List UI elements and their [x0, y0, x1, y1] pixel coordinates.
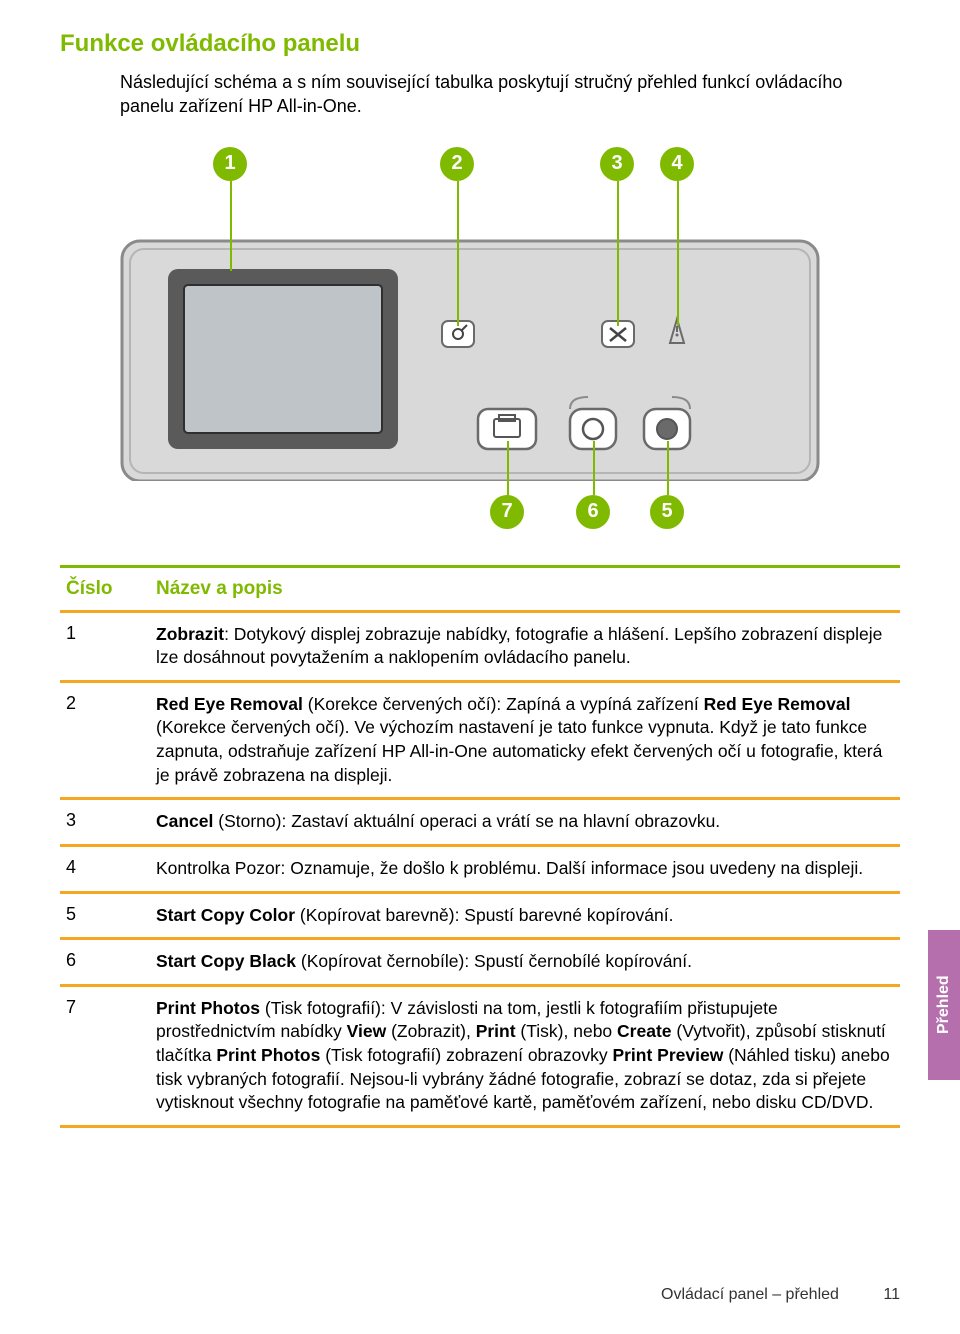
row-description: Start Copy Black (Kopírovat černobíle): … — [150, 939, 900, 986]
leader-line — [457, 181, 459, 326]
row-number: 7 — [60, 985, 150, 1126]
leader-line — [230, 181, 232, 271]
table-row: 7Print Photos (Tisk fotografií): V závis… — [60, 985, 900, 1126]
leader-line — [507, 441, 509, 495]
row-description: Kontrolka Pozor: Oznamuje, že došlo k pr… — [150, 845, 900, 892]
callout-7: 7 — [490, 495, 524, 529]
row-description: Red Eye Removal (Korekce červených očí):… — [150, 681, 900, 799]
row-description: Start Copy Color (Kopírovat barevně): Sp… — [150, 892, 900, 939]
leader-line — [593, 441, 595, 495]
row-number: 4 — [60, 845, 150, 892]
section-title: Funkce ovládacího panelu — [60, 30, 900, 58]
leader-line — [617, 181, 619, 326]
callout-1: 1 — [213, 147, 247, 181]
callout-4: 4 — [660, 147, 694, 181]
footer-chapter: Ovládací panel – přehled — [661, 1286, 839, 1303]
row-number: 6 — [60, 939, 150, 986]
intro-text: Následující schéma a s ním související t… — [120, 70, 900, 119]
footer-page-number: 11 — [883, 1286, 900, 1303]
row-description: Print Photos (Tisk fotografií): V závisl… — [150, 985, 900, 1126]
leader-line — [667, 441, 669, 495]
row-number: 1 — [60, 611, 150, 681]
panel-illustration — [120, 191, 820, 481]
table-row: 1Zobrazit: Dotykový displej zobrazuje na… — [60, 611, 900, 681]
page-footer: Ovládací panel – přehled 11 — [661, 1286, 900, 1304]
controls-table: Číslo Název a popis 1Zobrazit: Dotykový … — [60, 565, 900, 1128]
control-panel-diagram: 1 2 3 4 — [120, 147, 900, 529]
leader-line — [677, 181, 679, 326]
callout-5: 5 — [650, 495, 684, 529]
callout-3: 3 — [600, 147, 634, 181]
table-row: 6Start Copy Black (Kopírovat černobíle):… — [60, 939, 900, 986]
table-header-num: Číslo — [60, 566, 150, 611]
table-row: 2Red Eye Removal (Korekce červených očí)… — [60, 681, 900, 799]
row-number: 5 — [60, 892, 150, 939]
row-number: 2 — [60, 681, 150, 799]
row-description: Zobrazit: Dotykový displej zobrazuje nab… — [150, 611, 900, 681]
table-row: 4Kontrolka Pozor: Oznamuje, že došlo k p… — [60, 845, 900, 892]
table-row: 5Start Copy Color (Kopírovat barevně): S… — [60, 892, 900, 939]
side-tab: Přehled — [928, 930, 960, 1080]
table-row: 3Cancel (Storno): Zastaví aktuální opera… — [60, 799, 900, 846]
row-number: 3 — [60, 799, 150, 846]
row-description: Cancel (Storno): Zastaví aktuální operac… — [150, 799, 900, 846]
table-header-desc: Název a popis — [150, 566, 900, 611]
callout-2: 2 — [440, 147, 474, 181]
callout-6: 6 — [576, 495, 610, 529]
